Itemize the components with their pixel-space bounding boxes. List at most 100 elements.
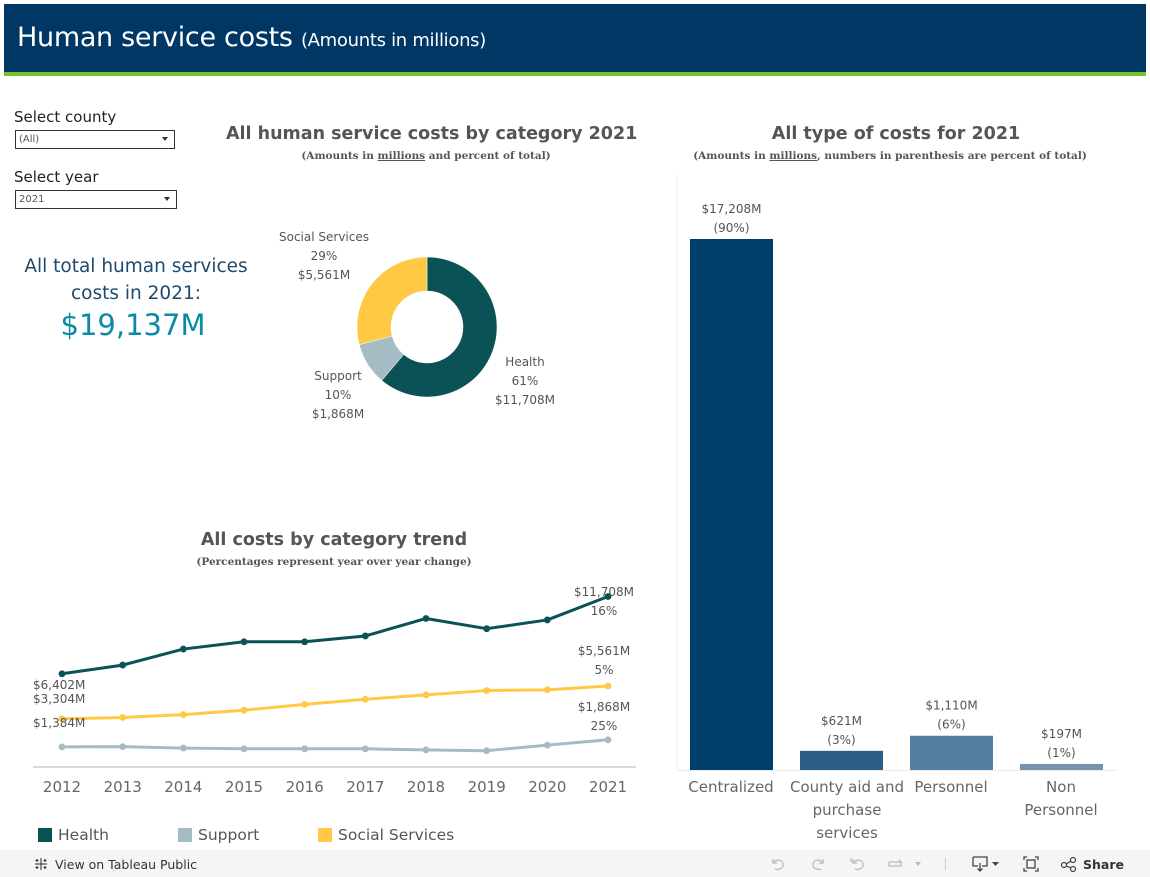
toolbar-divider [945, 858, 946, 870]
bar-centralized[interactable] [690, 239, 773, 770]
donut-label-health-percent: 61% [512, 374, 539, 388]
title-subtitle: (Amounts in millions) [300, 30, 486, 51]
x-tick-2016: 2016 [286, 778, 324, 796]
donut-label-support-percent: 10% [325, 388, 352, 402]
x-tick-centralized-line-1: Centralized [688, 778, 773, 796]
view-on-tableau-link[interactable]: View on Tableau Public [33, 856, 197, 872]
donut-label-support-name: Support [314, 369, 362, 383]
point-support-2016[interactable] [301, 745, 309, 753]
point-support-2018[interactable] [422, 746, 430, 754]
point-health-2017[interactable] [361, 632, 369, 640]
point-social-services-2018[interactable] [422, 691, 430, 699]
redo-icon[interactable] [808, 855, 828, 873]
point-support-2015[interactable] [240, 745, 248, 753]
point-social-services-2020[interactable] [543, 686, 551, 694]
point-health-2020[interactable] [543, 616, 551, 624]
start-label-social-services: $3,304M [33, 692, 85, 706]
revert-icon[interactable] [848, 855, 868, 873]
donut-chart-subtitle: (Amounts in millions and percent of tota… [301, 150, 551, 162]
point-support-2017[interactable] [361, 745, 369, 753]
point-health-2018[interactable] [422, 615, 430, 622]
dashboard-title: Human service costs (Amounts in millions… [17, 22, 486, 53]
year-select-value: 2021 [19, 194, 45, 205]
tableau-logo-icon [35, 858, 47, 870]
kpi-label: All total human services costs in 2021: [24, 256, 248, 304]
tableau-footer: View on Tableau Public Share [0, 850, 1150, 877]
bar-label-non-personnel-amount: $197M [1041, 727, 1082, 741]
point-health-2019[interactable] [483, 625, 491, 633]
cost-type-bar-chart: $17,208M (90%) Centralized $621M (3%) County … [676, 175, 1117, 842]
end-label-social-services-change: 5% [594, 663, 613, 677]
bar-label-personnel-amount: $1,110M [925, 699, 977, 713]
point-social-services-2019[interactable] [483, 687, 491, 694]
point-social-services-2017[interactable] [361, 695, 369, 703]
point-social-services-2013[interactable] [119, 714, 127, 721]
download-icon[interactable] [970, 855, 1004, 873]
point-support-2019[interactable] [483, 747, 491, 755]
x-tick-personnel-line-1: Personnel [914, 778, 987, 796]
point-support-2012[interactable] [58, 743, 66, 751]
point-social-services-2015[interactable] [240, 706, 248, 714]
chevron-down-icon [164, 197, 170, 201]
point-social-services-2021[interactable] [604, 682, 612, 690]
end-label-health-amount: $11,708M [574, 585, 634, 599]
county-filter-label: Select county [14, 108, 117, 126]
bar-label-personnel-percent: (6%) [937, 718, 965, 732]
x-tick-non-personnel-line-1: Non [1046, 778, 1076, 796]
point-support-2020[interactable] [543, 741, 551, 749]
x-tick-2013: 2013 [104, 778, 142, 796]
point-health-2013[interactable] [119, 661, 127, 669]
legend-item-support[interactable]: Support [178, 826, 318, 844]
title-main: Human service costs [17, 22, 293, 53]
point-health-2021[interactable] [604, 593, 612, 600]
share-button[interactable]: Share [1060, 855, 1124, 873]
county-select[interactable]: (All) [15, 130, 175, 149]
x-tick-2014: 2014 [164, 778, 202, 796]
donut-label-health-amount: $11,708M [495, 393, 555, 407]
end-label-health-change: 16% [591, 604, 618, 618]
point-support-2013[interactable] [119, 743, 127, 751]
line-series-social-services [61, 684, 609, 721]
point-support-2014[interactable] [179, 744, 187, 752]
point-health-2012[interactable] [58, 670, 66, 678]
bar-county-aid-and-purchase-services[interactable] [800, 750, 883, 770]
fullscreen-icon[interactable] [1022, 855, 1040, 873]
refresh-icon[interactable] [885, 855, 923, 873]
bar-label-non-personnel-percent: (1%) [1047, 746, 1075, 760]
donut-label-support-amount: $1,868M [312, 407, 364, 421]
bar-personnel[interactable] [910, 735, 993, 770]
start-label-support: $1,384M [33, 716, 85, 730]
start-label-health: $6,402M [33, 678, 85, 692]
donut-label-health-name: Health [505, 355, 544, 369]
point-social-services-2014[interactable] [179, 711, 187, 718]
line-series-health [61, 595, 609, 676]
legend-swatch-health [38, 828, 52, 842]
trend-chart-subtitle: (Percentages represent year over year ch… [196, 556, 472, 568]
donut-slice-social-services[interactable] [356, 256, 428, 345]
view-link-text: View on Tableau Public [55, 856, 198, 872]
legend-item-social-services[interactable]: Social Services [318, 826, 454, 844]
legend-swatch-support [178, 828, 192, 842]
x-tick-2020: 2020 [528, 778, 566, 796]
end-label-social-services-amount: $5,561M [578, 644, 630, 658]
donut-label-social-services-percent: 29% [311, 249, 338, 263]
point-social-services-2012[interactable] [58, 715, 66, 723]
x-tick-2019: 2019 [468, 778, 506, 796]
bar-label-county-aid-and-purchase-services-amount: $621M [821, 714, 862, 728]
x-tick-county-aid-and-purchase-services-line-1: County aid and [790, 778, 904, 796]
x-tick-county-aid-and-purchase-services-line-3: services [816, 824, 878, 842]
donut-label-social-services-name: Social Services [279, 230, 369, 244]
point-health-2014[interactable] [179, 645, 187, 653]
point-health-2015[interactable] [240, 638, 248, 646]
bar-non-personnel[interactable] [1020, 763, 1103, 770]
point-social-services-2016[interactable] [301, 700, 309, 708]
share-icon [1060, 856, 1077, 873]
x-tick-non-personnel-line-2: Personnel [1024, 801, 1097, 819]
trend-chart-title: All costs by category trend [200, 530, 468, 550]
point-support-2021[interactable] [604, 736, 612, 744]
year-select[interactable]: 2021 [15, 190, 177, 209]
undo-icon[interactable] [768, 855, 788, 873]
donut-slice-health[interactable] [381, 256, 498, 398]
point-health-2016[interactable] [301, 638, 309, 646]
legend-item-health[interactable]: Health [38, 826, 178, 844]
